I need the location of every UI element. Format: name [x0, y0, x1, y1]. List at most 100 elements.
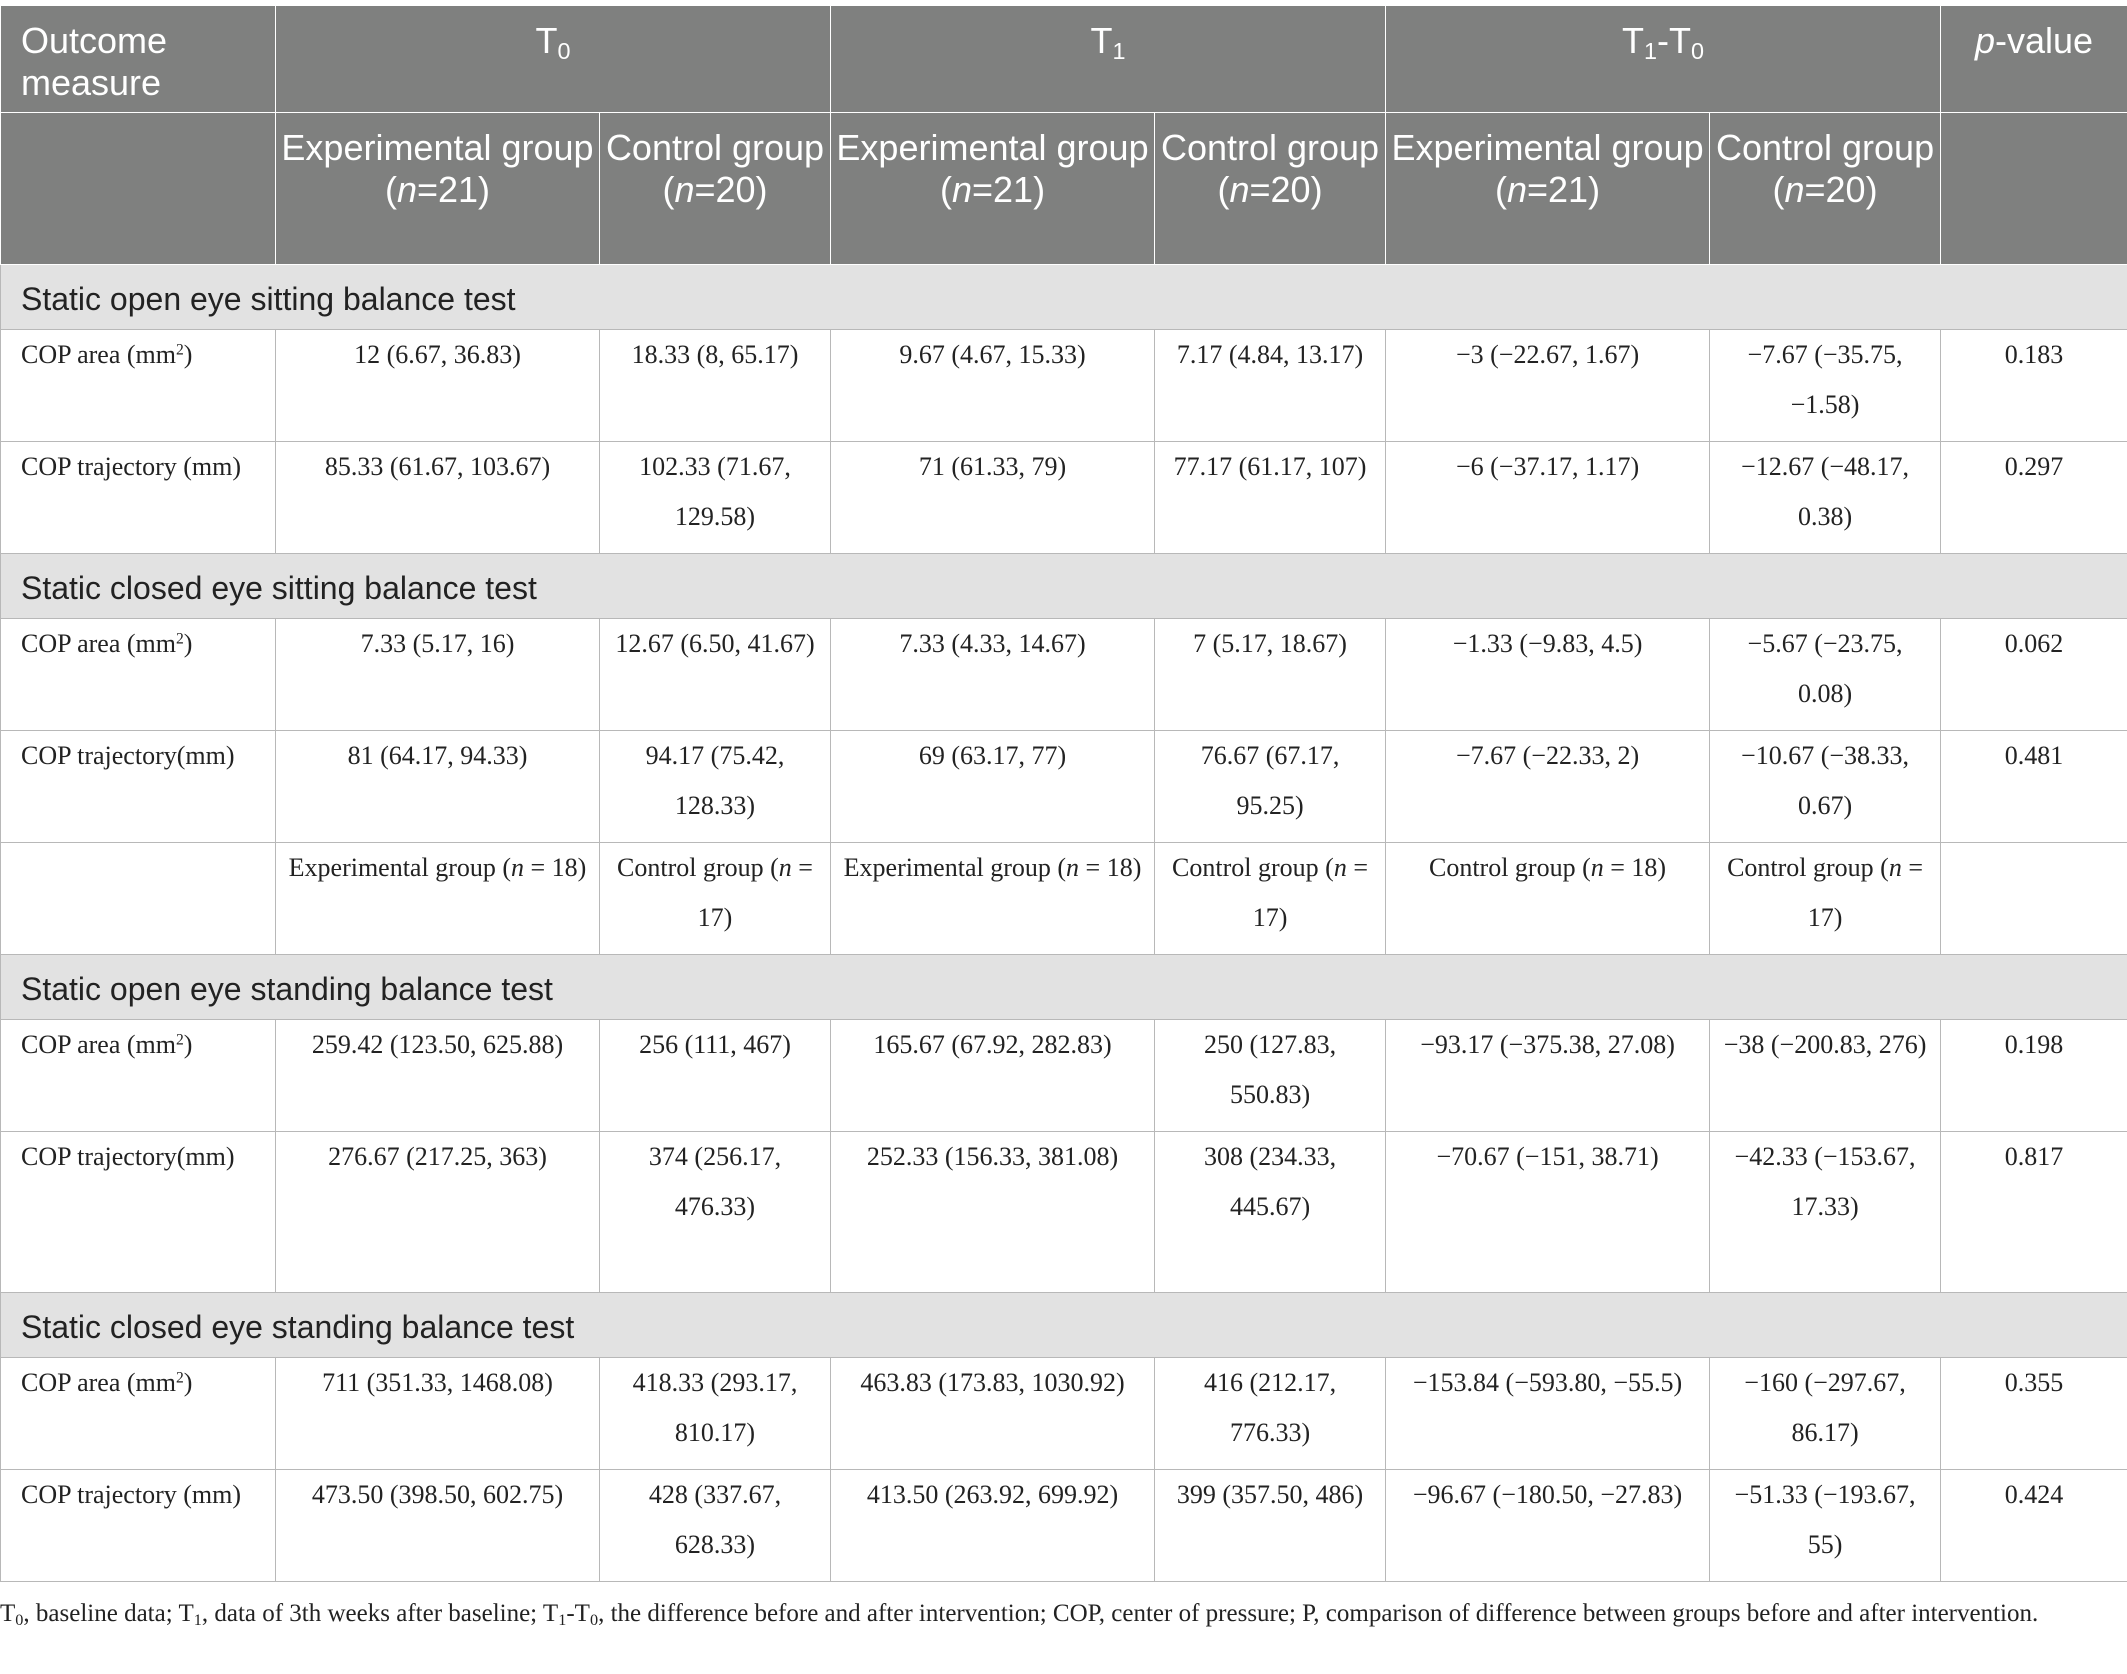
- table-cell: 9.67 (4.67, 15.33): [830, 329, 1156, 442]
- table-cell: −6 (−37.17, 1.17): [1385, 441, 1711, 554]
- p-value-cell: 0.817: [1940, 1131, 2127, 1293]
- table-cell: 473.50 (398.50, 602.75): [275, 1469, 600, 1582]
- table-row: COP area (mm2) 259.42 (123.50, 625.88) 2…: [0, 1019, 2127, 1132]
- header-row-2: Experimental group (n=21) Control group …: [0, 112, 2127, 265]
- header-group-cell: Control group (n=20): [1154, 112, 1387, 265]
- table-cell: 256 (111, 467): [598, 1019, 832, 1132]
- table-cell: 7 (5.17, 18.67): [1154, 618, 1387, 731]
- row-label: COP area (mm2): [0, 618, 276, 731]
- table-cell: −38 (−200.83, 276): [1709, 1019, 1942, 1132]
- p-value-cell: 0.481: [1940, 730, 2127, 843]
- table-cell: −93.17 (−375.38, 27.08): [1385, 1019, 1711, 1132]
- table-cell: 276.67 (217.25, 363): [275, 1131, 600, 1293]
- table-cell: −7.67 (−22.33, 2): [1385, 730, 1711, 843]
- table-row: COP area (mm2) 12 (6.67, 36.83) 18.33 (8…: [0, 329, 2127, 442]
- table-cell: −96.67 (−180.50, −27.83): [1385, 1469, 1711, 1582]
- subgroup-cell: Control group (n = 17): [1154, 842, 1387, 955]
- table-cell: 413.50 (263.92, 699.92): [830, 1469, 1156, 1582]
- table-row: COP area (mm2) 711 (351.33, 1468.08) 418…: [0, 1357, 2127, 1470]
- section-title: Static open eye standing balance test: [0, 954, 2127, 1020]
- table-cell: 85.33 (61.67, 103.67): [275, 441, 600, 554]
- table-cell: 428 (337.67, 628.33): [598, 1469, 832, 1582]
- subgroup-cell: Control group (n = 17): [598, 842, 832, 955]
- subgroup-cell: Experimental group (n = 18): [830, 842, 1156, 955]
- subgroup-cell: Control group (n = 18): [1385, 842, 1711, 955]
- table-cell: 165.67 (67.92, 282.83): [830, 1019, 1156, 1132]
- table-footnote: T0, baseline data; T1, data of 3th weeks…: [0, 1600, 2039, 1630]
- table-cell: 76.67 (67.17, 95.25): [1154, 730, 1387, 843]
- section-title: Static open eye sitting balance test: [0, 264, 2127, 330]
- section-row: Static open eye sitting balance test: [0, 264, 2127, 330]
- section-row: Static closed eye sitting balance test: [0, 553, 2127, 619]
- p-value-cell: 0.198: [1940, 1019, 2127, 1132]
- subgroup-cell: Control group (n = 17): [1709, 842, 1942, 955]
- header-t1-minus-t0: T1-T0: [1385, 5, 1942, 113]
- table-row: COP area (mm2) 7.33 (5.17, 16) 12.67 (6.…: [0, 618, 2127, 731]
- header-group-cell: Experimental group (n=21): [1385, 112, 1711, 265]
- p-value-cell: 0.183: [1940, 329, 2127, 442]
- table-cell: 77.17 (61.17, 107): [1154, 441, 1387, 554]
- table-cell: 374 (256.17, 476.33): [598, 1131, 832, 1293]
- table-cell: −5.67 (−23.75, 0.08): [1709, 618, 1942, 731]
- empty-cell: [1940, 842, 2127, 955]
- table-cell: −1.33 (−9.83, 4.5): [1385, 618, 1711, 731]
- table-cell: 252.33 (156.33, 381.08): [830, 1131, 1156, 1293]
- section-title: Static closed eye standing balance test: [0, 1292, 2127, 1358]
- header-group-cell: Control group (n=20): [598, 112, 832, 265]
- table-cell: 399 (357.50, 486): [1154, 1469, 1387, 1582]
- header-empty-cell: [1940, 112, 2127, 265]
- table-cell: −70.67 (−151, 38.71): [1385, 1131, 1711, 1293]
- table-row: COP trajectory(mm) 81 (64.17, 94.33) 94.…: [0, 730, 2127, 843]
- p-value-cell: 0.062: [1940, 618, 2127, 731]
- table-cell: 416 (212.17, 776.33): [1154, 1357, 1387, 1470]
- header-group-cell: Experimental group (n=21): [275, 112, 600, 265]
- section-title: Static closed eye sitting balance test: [0, 553, 2127, 619]
- row-label: COP trajectory(mm): [0, 1131, 276, 1293]
- table-cell: −12.67 (−48.17, 0.38): [1709, 441, 1942, 554]
- section-row: Static open eye standing balance test: [0, 954, 2127, 1020]
- table-cell: −160 (−297.67, 86.17): [1709, 1357, 1942, 1470]
- results-table: Outcome measure T0 T1 T1-T0 p-value Expe…: [0, 5, 2127, 1582]
- header-p-value: p-value: [1940, 5, 2127, 113]
- table-cell: 18.33 (8, 65.17): [598, 329, 832, 442]
- table-cell: 94.17 (75.42, 128.33): [598, 730, 832, 843]
- p-value-cell: 0.424: [1940, 1469, 2127, 1582]
- table-row: COP trajectory (mm) 85.33 (61.67, 103.67…: [0, 441, 2127, 554]
- table-cell: 418.33 (293.17, 810.17): [598, 1357, 832, 1470]
- header-row-1: Outcome measure T0 T1 T1-T0 p-value: [0, 5, 2127, 113]
- row-label: COP area (mm2): [0, 329, 276, 442]
- table-cell: 102.33 (71.67, 129.58): [598, 441, 832, 554]
- empty-label-cell: [0, 842, 276, 955]
- header-t1: T1: [830, 5, 1387, 113]
- row-label: COP trajectory (mm): [0, 1469, 276, 1582]
- row-label: COP trajectory (mm): [0, 441, 276, 554]
- table-cell: −153.84 (−593.80, −55.5): [1385, 1357, 1711, 1470]
- table-cell: 250 (127.83, 550.83): [1154, 1019, 1387, 1132]
- table-cell: −7.67 (−35.75, −1.58): [1709, 329, 1942, 442]
- table-row: COP trajectory(mm) 276.67 (217.25, 363) …: [0, 1131, 2127, 1293]
- table-cell: 81 (64.17, 94.33): [275, 730, 600, 843]
- section-row: Static closed eye standing balance test: [0, 1292, 2127, 1358]
- table-cell: 12.67 (6.50, 41.67): [598, 618, 832, 731]
- subgroup-cell: Experimental group (n = 18): [275, 842, 600, 955]
- header-outcome-measure: Outcome measure: [0, 5, 276, 113]
- table-cell: 7.17 (4.84, 13.17): [1154, 329, 1387, 442]
- row-label: COP area (mm2): [0, 1357, 276, 1470]
- table-cell: 7.33 (4.33, 14.67): [830, 618, 1156, 731]
- table-cell: 71 (61.33, 79): [830, 441, 1156, 554]
- table-cell: 463.83 (173.83, 1030.92): [830, 1357, 1156, 1470]
- header-group-cell: Experimental group (n=21): [830, 112, 1156, 265]
- row-label: COP trajectory(mm): [0, 730, 276, 843]
- table-cell: 12 (6.67, 36.83): [275, 329, 600, 442]
- table-cell: 259.42 (123.50, 625.88): [275, 1019, 600, 1132]
- header-group-cell: Control group (n=20): [1709, 112, 1942, 265]
- header-t0: T0: [274, 5, 832, 113]
- table-cell: −3 (−22.67, 1.67): [1385, 329, 1711, 442]
- table-cell: 308 (234.33, 445.67): [1154, 1131, 1387, 1293]
- header-empty-cell: [0, 112, 276, 265]
- table-cell: −42.33 (−153.67, 17.33): [1709, 1131, 1942, 1293]
- table-cell: −51.33 (−193.67, 55): [1709, 1469, 1942, 1582]
- table-cell: 7.33 (5.17, 16): [275, 618, 600, 731]
- row-label: COP area (mm2): [0, 1019, 276, 1132]
- p-value-cell: 0.355: [1940, 1357, 2127, 1470]
